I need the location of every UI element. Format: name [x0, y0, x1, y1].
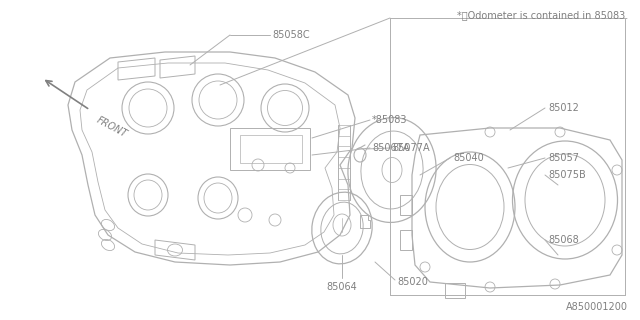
Text: 85020: 85020 — [397, 277, 428, 287]
Text: 85075B: 85075B — [548, 170, 586, 180]
Text: FRONT: FRONT — [95, 115, 129, 140]
Text: 85068: 85068 — [548, 235, 579, 245]
Text: *⑬Odometer is contained in 85083.: *⑬Odometer is contained in 85083. — [457, 10, 628, 20]
Text: 85012: 85012 — [548, 103, 579, 113]
Text: 85058C: 85058C — [272, 30, 310, 40]
Text: 85077A: 85077A — [392, 143, 429, 153]
Text: 85067A: 85067A — [372, 143, 410, 153]
Text: 85064: 85064 — [326, 282, 357, 292]
Text: A850001200: A850001200 — [566, 302, 628, 312]
Text: 85040: 85040 — [453, 153, 484, 163]
Text: 85057: 85057 — [548, 153, 579, 163]
Text: *85083: *85083 — [372, 115, 408, 125]
